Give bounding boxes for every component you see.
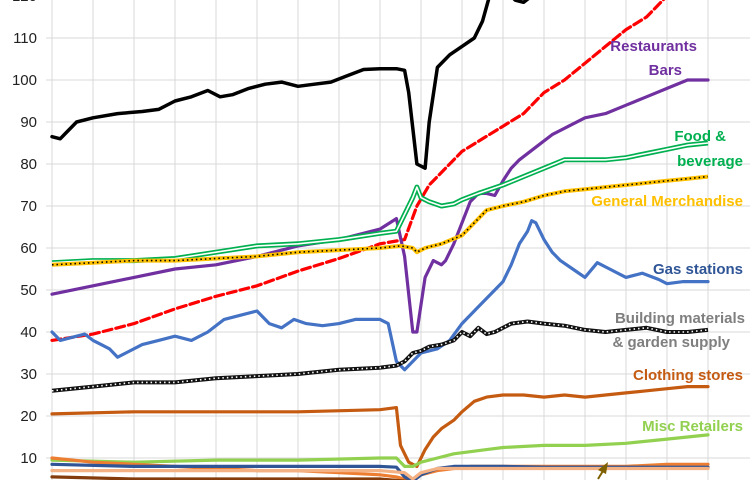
series-building [51,319,709,393]
series-brown_low [50,475,409,480]
y-tick-label-100: 100 [12,72,37,89]
series-line-brown_low [50,475,409,480]
y-tick-label-10: 10 [20,450,37,467]
label-gas-stations: Gas stations [653,261,743,278]
series-labels: Restaurants Bars Food & beverage General… [591,38,745,435]
annotation-arrow [597,462,608,480]
annotation-arrow-head [598,462,608,474]
series-line-restaurants [50,78,710,334]
series-clothing [50,385,710,468]
y-tick-label-110: 110 [13,30,37,47]
label-misc-retailers: Misc Retailers [642,418,743,435]
label-bars: Bars [649,62,682,79]
label-clothing-stores: Clothing stores [633,367,743,384]
label-general-merchandise: General Merchandise [591,193,743,210]
label-restaurants: Restaurants [610,38,697,55]
y-tick-label-80: 80 [20,156,37,173]
series-gas [50,219,710,372]
series-general [51,174,709,267]
label-beverage: beverage [677,153,743,170]
series-salmon_low [50,466,710,480]
grid [46,0,750,480]
y-tick-label-20: 20 [20,408,37,425]
series-line-food-inner [51,142,709,264]
series-dots-building [51,320,709,392]
series-line-salmon_low [50,466,710,480]
series-nonstore [50,0,666,342]
series-line-nonstore [50,0,666,342]
y-tick-label-40: 40 [20,324,37,341]
y-tick-label-70: 70 [20,198,37,215]
series-food [51,140,709,266]
series-misc [50,433,710,468]
y-axis-ticks: 10 20 30 40 50 60 70 80 90 100 110 120 [12,0,37,467]
y-tick-label-30: 30 [20,366,37,383]
series-line-total [50,0,530,170]
series-restaurants [50,78,710,334]
y-tick-label-50: 50 [20,282,37,299]
label-building-materials: Building materials [615,310,745,327]
series-dots-general [51,175,709,266]
series-total [50,0,530,170]
series-line-clothing [50,385,710,468]
label-food: Food & [674,128,726,145]
y-tick-label-60: 60 [20,240,37,257]
series-line-misc [50,433,710,468]
y-tick-label-90: 90 [20,114,37,131]
series-lines [50,0,710,480]
label-garden-supply: & garden supply [612,334,730,351]
y-tick-label-120: 120 [12,0,37,5]
series-line-gas [50,219,710,372]
